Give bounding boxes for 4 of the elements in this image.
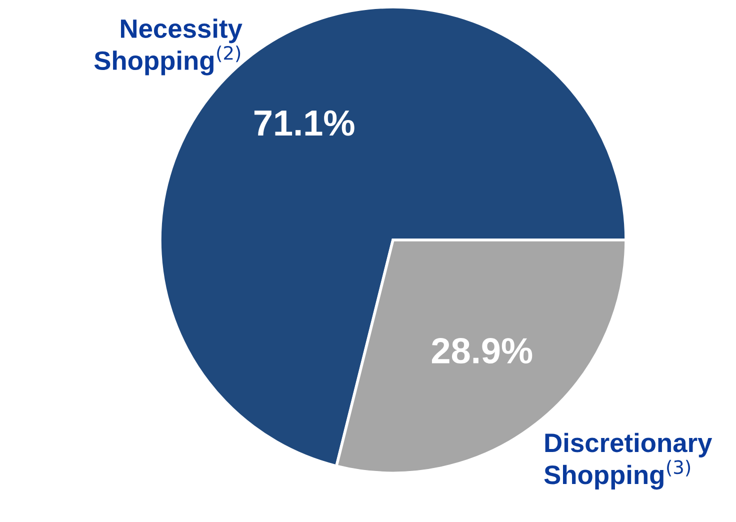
slice-label: Necessity Shopping$^{(2)}$ (94, 18, 242, 76)
slice-label: Discretionary Shopping$^{(3)}$ (544, 432, 712, 490)
data-label: 71.1% (254, 110, 354, 136)
data-label: 28.9% (432, 338, 532, 364)
